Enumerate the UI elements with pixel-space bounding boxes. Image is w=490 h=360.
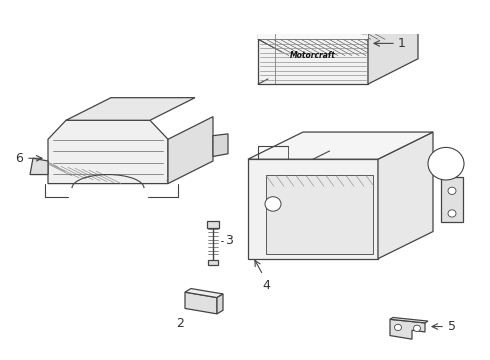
Polygon shape bbox=[368, 0, 418, 84]
Polygon shape bbox=[390, 319, 425, 339]
Polygon shape bbox=[185, 288, 223, 298]
Text: 6: 6 bbox=[15, 152, 23, 165]
Text: 4: 4 bbox=[262, 279, 270, 292]
Polygon shape bbox=[338, 0, 366, 3]
Polygon shape bbox=[217, 294, 223, 314]
Text: 2: 2 bbox=[176, 318, 184, 330]
Circle shape bbox=[428, 147, 464, 180]
Polygon shape bbox=[258, 3, 368, 39]
Polygon shape bbox=[30, 158, 48, 175]
Bar bbox=[207, 221, 219, 228]
Polygon shape bbox=[446, 166, 459, 173]
Polygon shape bbox=[168, 117, 213, 184]
Text: Motorcraft: Motorcraft bbox=[290, 51, 336, 60]
Polygon shape bbox=[258, 0, 418, 3]
Polygon shape bbox=[441, 177, 463, 222]
Circle shape bbox=[448, 187, 456, 194]
Text: 1: 1 bbox=[398, 37, 406, 50]
Polygon shape bbox=[66, 98, 195, 120]
Circle shape bbox=[265, 197, 281, 211]
Polygon shape bbox=[378, 132, 433, 259]
Polygon shape bbox=[390, 318, 428, 323]
Text: 5: 5 bbox=[448, 320, 456, 333]
Polygon shape bbox=[48, 120, 168, 184]
Circle shape bbox=[414, 325, 420, 332]
Circle shape bbox=[394, 324, 401, 330]
Text: 3: 3 bbox=[225, 234, 233, 247]
Bar bbox=[208, 261, 218, 265]
Circle shape bbox=[448, 210, 456, 217]
Polygon shape bbox=[266, 175, 372, 254]
Polygon shape bbox=[248, 132, 433, 159]
Polygon shape bbox=[185, 292, 217, 314]
Polygon shape bbox=[258, 3, 368, 84]
Polygon shape bbox=[213, 134, 228, 157]
Polygon shape bbox=[248, 159, 378, 259]
